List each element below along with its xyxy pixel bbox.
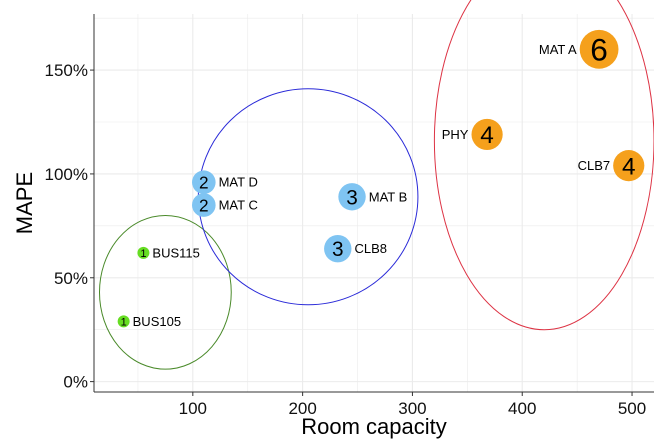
x-tick-label: 200 bbox=[288, 399, 316, 418]
y-tick-label: 150% bbox=[45, 61, 88, 80]
point-value-label: 3 bbox=[346, 186, 358, 209]
point-marker bbox=[137, 246, 150, 259]
point-marker bbox=[192, 170, 216, 195]
data-point: 2 MAT D bbox=[192, 170, 258, 195]
cluster-ellipse-green bbox=[98, 214, 232, 370]
y-tick-label: 50% bbox=[54, 269, 88, 288]
ticks: 100 200 300 400 500 0% 50% 100% 150% bbox=[45, 61, 647, 418]
point-value-label: 2 bbox=[199, 172, 209, 192]
data-point: 1 BUS115 bbox=[137, 245, 200, 260]
point-value-label: 3 bbox=[332, 238, 344, 261]
x-tick-label: 400 bbox=[508, 399, 536, 418]
point-value-label: 4 bbox=[622, 153, 636, 180]
x-tick-label: 100 bbox=[179, 399, 207, 418]
point-name-label: CLB8 bbox=[354, 241, 387, 256]
x-axis-title: Room capacity bbox=[301, 414, 447, 439]
point-marker bbox=[192, 193, 216, 217]
point-name-label: MAT C bbox=[219, 198, 258, 213]
data-point: 2 MAT C bbox=[192, 193, 258, 217]
point-name-label: MAT B bbox=[369, 189, 408, 204]
point-value-label: 1 bbox=[140, 248, 146, 260]
point-name-label: MAT A bbox=[539, 42, 577, 57]
axes bbox=[93, 14, 654, 393]
point-value-label: 1 bbox=[121, 316, 127, 328]
point-name-label: BUS105 bbox=[133, 314, 181, 329]
point-marker bbox=[338, 183, 366, 211]
x-tick-label: 300 bbox=[398, 399, 426, 418]
point-marker bbox=[117, 315, 130, 328]
y-tick-label: 100% bbox=[45, 165, 88, 184]
point-marker bbox=[613, 150, 645, 182]
data-point: 6 MAT A bbox=[539, 29, 619, 69]
point-name-label: CLB7 bbox=[578, 158, 611, 173]
y-tick-label: 0% bbox=[63, 373, 88, 392]
point-marker bbox=[579, 29, 619, 69]
x-tick-label: 500 bbox=[618, 399, 646, 418]
data-points: 1 BUS115 1 BUS105 2 MAT D 2 MAT C 3 MAT B 3 CLB8 6 MA… bbox=[117, 29, 645, 329]
point-value-label: 2 bbox=[199, 195, 209, 215]
cluster-ellipse-red bbox=[433, 0, 654, 331]
point-name-label: PHY bbox=[442, 127, 469, 142]
data-point: 1 BUS105 bbox=[117, 314, 181, 329]
point-value-label: 4 bbox=[480, 122, 494, 149]
point-marker bbox=[324, 234, 352, 263]
data-point: 4 CLB7 bbox=[578, 150, 645, 182]
y-axis-title: MAPE bbox=[12, 172, 37, 234]
data-point: 4 PHY bbox=[442, 118, 503, 151]
point-marker bbox=[471, 118, 503, 151]
point-name-label: BUS115 bbox=[152, 245, 199, 260]
point-name-label: MAT D bbox=[219, 175, 258, 190]
data-point: 3 MAT B bbox=[338, 183, 408, 211]
grid bbox=[94, 14, 654, 392]
point-value-label: 6 bbox=[590, 32, 608, 68]
data-point: 3 CLB8 bbox=[324, 234, 387, 263]
